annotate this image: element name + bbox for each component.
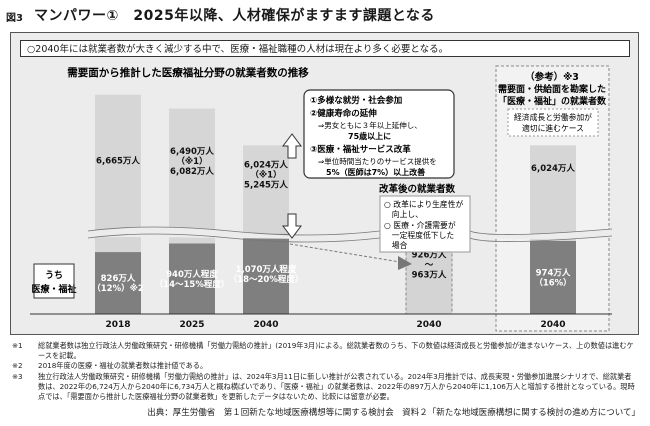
measure-1: ①多様な就労・社会参加 xyxy=(310,95,402,106)
bar-total-4 xyxy=(530,145,576,241)
measure-3: ③医療・福祉サービス改革 xyxy=(310,144,411,155)
measure-2: ②健康寿命の延伸 xyxy=(310,108,377,119)
note-3-text: 独立行政法人労働政策研究・研修機構「労働力需給の推計」は、2024年3月11日に… xyxy=(38,372,635,401)
note-2-text: 2018年度の医療・福祉の就業者数は推計値である。 xyxy=(38,361,208,370)
bars-layer: 6,665万人 826万人（12%）※2 6,490万人（※1） 6,082万人 940… xyxy=(92,94,576,315)
measures-box xyxy=(303,89,455,179)
after-reform-item-5: 場合 xyxy=(384,240,408,250)
bar-medical-1 xyxy=(169,243,215,314)
title-bar: 図3 マンパワー① 2025年以降、人材確保がますます課題となる xyxy=(6,4,646,26)
category-label-0: 2018 xyxy=(105,320,130,330)
measure-2a: ⇒男女ともに３年以上延伸し、 xyxy=(318,120,422,130)
legend-box xyxy=(33,263,75,299)
after-reform-item-3: ○ 医療・介護需要が xyxy=(384,220,456,230)
source-citation: 出典：厚生労働省 第１回新たな地域医療構想等に関する検討会 資料２「新たな地域医… xyxy=(147,408,640,418)
category-label-4: 2040 xyxy=(540,320,565,330)
legend-line-2: 医療・福祉 xyxy=(31,283,76,295)
reference-title: （参考）※3 xyxy=(525,71,579,83)
bar-medical-3 xyxy=(405,244,453,315)
measure-3a: ⇒単位時間当たりのサービス提供を xyxy=(318,156,437,166)
chart-title: 需要面から推計した医療福祉分野の就業者数の推移 xyxy=(67,66,309,79)
bar-medical-label-1: 940万人程度（14～15%程度） xyxy=(155,269,230,290)
bar-total-label-2: 6,024万人（※1） 5,245万人 xyxy=(244,160,288,191)
measure-3b: 5%（医師は7%）以上改善 xyxy=(326,167,425,177)
category-label-1: 2025 xyxy=(179,320,204,330)
note-2-mark: ※2 xyxy=(12,361,23,370)
note-3-mark: ※3 xyxy=(12,372,23,381)
bar-medical-label-4: 974万人（16%） xyxy=(534,267,571,288)
reference-note-1: 経済成長と労働参加が xyxy=(514,112,592,122)
legend-line-1: うち xyxy=(45,270,63,281)
bar-total-label-1: 6,490万人（※1） 6,082万人 xyxy=(170,146,214,177)
bar-total-0 xyxy=(95,94,141,253)
reference-subtitle-1: 需要面・供給面を勘案した xyxy=(498,83,606,95)
note-1-text: 総就業者数は独立行政法人労働政策研究・研修機構「労働力需給の推計」(2019年3… xyxy=(38,341,634,360)
after-reform-item-4: 一定程度低下した xyxy=(384,230,454,240)
up-arrow-icon xyxy=(282,133,302,159)
category-label-2: 2040 xyxy=(253,320,278,330)
category-label-3: 2040 xyxy=(416,320,441,330)
bar-medical-label-0: 826万人（12%）※2 xyxy=(92,273,144,294)
after-reform-box xyxy=(379,195,471,253)
notes-block: ※1 総就業者数は独立行政法人労働政策研究・研修機構「労働力需給の推計」(201… xyxy=(12,341,640,401)
note-1-mark: ※1 xyxy=(12,341,23,350)
bar-medical-2 xyxy=(243,233,289,314)
after-reform-item-1: ○ 改革により生産性が xyxy=(384,199,463,209)
bar-medical-label-2: 1,070万人程度（18～20%程度） xyxy=(229,264,304,285)
reference-note-2: 適切に進むケース xyxy=(522,123,584,133)
bar-total-label-4: 6,024万人 xyxy=(531,163,575,174)
reform-connector xyxy=(289,243,401,263)
axis-break-line-bottom xyxy=(87,233,613,243)
reference-subtitle-2: 「医療・福祉」の就業者数 xyxy=(498,95,607,107)
reference-note-box xyxy=(507,108,599,137)
bar-total-1 xyxy=(169,108,215,244)
bar-medical-0 xyxy=(95,252,141,314)
figure-label: 図3 xyxy=(6,13,23,24)
figure-title: マンパワー① 2025年以降、人材確保がますます課題となる xyxy=(34,8,435,24)
bar-medical-4 xyxy=(530,240,576,314)
after-reform-item-2: 向上し、 xyxy=(384,209,423,219)
lead-text: ○2040年には就業者数が大きく減少する中で、医療・福祉職種の人材は現在より多く… xyxy=(20,40,630,57)
bar-total-label-0: 6,665万人 xyxy=(96,155,140,166)
measure-2b: 75歳以上に xyxy=(348,131,391,141)
down-arrow-icon xyxy=(282,213,302,239)
reform-arrow-icon xyxy=(398,256,412,270)
category-labels: 2018 2025 2040 2040 2040 xyxy=(105,320,565,330)
bar-medical-label-3: 926万人～ 963万人 xyxy=(412,250,447,281)
after-reform-title: 改革後の就業者数 xyxy=(379,183,456,195)
chart-svg: 需要面から推計した医療福祉分野の就業者数の推移 （参考）※3 需要面・供給面を勘… xyxy=(30,65,613,332)
bar-total-2 xyxy=(243,145,289,234)
axis-break-line-top xyxy=(87,226,613,236)
